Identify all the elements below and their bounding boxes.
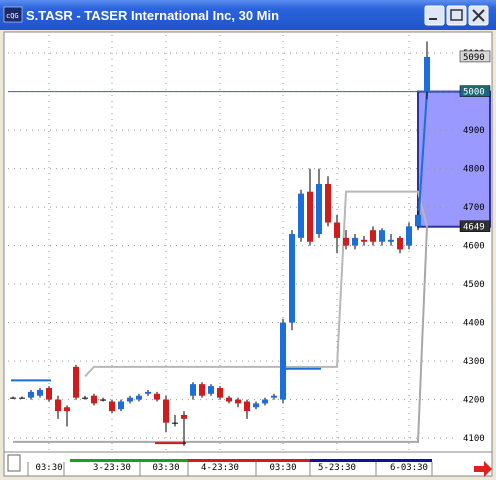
price-zone bbox=[417, 90, 491, 228]
candle-body bbox=[208, 386, 214, 394]
candle-body bbox=[235, 399, 241, 404]
candle-body bbox=[271, 395, 277, 398]
candle-body bbox=[136, 395, 142, 400]
candle-body bbox=[37, 389, 43, 396]
y-tick-label: 4700 bbox=[463, 203, 485, 213]
price-box bbox=[459, 85, 491, 97]
app-icon-glyph: cQG bbox=[6, 12, 19, 20]
candle-body bbox=[19, 397, 25, 399]
candle-body bbox=[64, 407, 70, 412]
x-tick-label: 03:30 bbox=[35, 463, 62, 473]
y-tick-label: 4800 bbox=[463, 165, 485, 175]
candle-body bbox=[109, 401, 115, 412]
candle-body bbox=[253, 403, 259, 408]
y-tick-label: 4500 bbox=[463, 280, 485, 290]
y-tick-label: 4200 bbox=[463, 396, 485, 406]
candle-body bbox=[361, 239, 367, 242]
candle-body bbox=[100, 399, 106, 401]
candle-body bbox=[55, 399, 61, 412]
candle-body bbox=[82, 397, 88, 399]
candle-body bbox=[307, 191, 313, 242]
x-tick-label: 4-23:30 bbox=[201, 463, 239, 473]
candle-body bbox=[46, 388, 52, 400]
candle-body bbox=[145, 391, 151, 394]
candle-body bbox=[28, 391, 34, 398]
x-tick-label: 03:30 bbox=[269, 463, 296, 473]
x-axis-bar bbox=[3, 451, 493, 477]
candle-body bbox=[280, 322, 286, 400]
window-title: S.TASR - TASER International Inc, 30 Min bbox=[26, 8, 279, 23]
candle-body bbox=[406, 226, 412, 246]
candle-body bbox=[379, 230, 385, 242]
x-tick-label: 5-23:30 bbox=[318, 463, 356, 473]
candle-body bbox=[298, 193, 304, 238]
candle-body bbox=[127, 397, 133, 402]
price-box bbox=[459, 220, 491, 232]
overlay-line bbox=[417, 91, 428, 227]
candle-body bbox=[118, 401, 124, 410]
candle-body bbox=[352, 237, 358, 246]
candle-body bbox=[172, 422, 178, 424]
candle-body bbox=[190, 384, 196, 396]
candle-body bbox=[217, 388, 223, 398]
y-tick-label: 4600 bbox=[463, 242, 485, 252]
candle-body bbox=[316, 183, 322, 235]
price-box-label: 4649 bbox=[463, 223, 485, 233]
x-tick-label: 03:30 bbox=[152, 463, 179, 473]
candle-body bbox=[226, 397, 232, 402]
maximize-button[interactable] bbox=[446, 5, 467, 26]
session-strip bbox=[70, 459, 188, 462]
candle-body bbox=[334, 222, 340, 238]
scroll-right-arrow[interactable] bbox=[474, 461, 492, 477]
candle-body bbox=[424, 56, 430, 92]
candle-body bbox=[91, 395, 97, 404]
overlay-line bbox=[13, 226, 428, 443]
x-tick-label: 6-03:30 bbox=[390, 463, 428, 473]
session-strip bbox=[188, 459, 310, 462]
candle-body bbox=[10, 397, 16, 399]
candle-body bbox=[415, 214, 421, 227]
price-box bbox=[459, 50, 491, 63]
price-box-label: 5000 bbox=[463, 88, 485, 98]
scroll-box[interactable] bbox=[7, 454, 21, 472]
x-tick-label: 3-23:30 bbox=[93, 463, 131, 473]
candle-body bbox=[388, 239, 394, 242]
candle-body bbox=[370, 230, 376, 242]
candle-body bbox=[343, 237, 349, 246]
candle-body bbox=[262, 399, 268, 404]
candle-body bbox=[163, 399, 169, 423]
candle-body bbox=[199, 384, 205, 396]
minimize-button[interactable] bbox=[424, 5, 445, 26]
candle-body bbox=[73, 366, 79, 398]
y-tick-label: 4300 bbox=[463, 357, 485, 367]
candle-body bbox=[289, 234, 295, 323]
candle-body bbox=[397, 237, 403, 250]
candle-body bbox=[244, 401, 250, 412]
candle-body bbox=[181, 414, 187, 419]
y-tick-label: 4900 bbox=[463, 126, 485, 136]
candle-body bbox=[154, 393, 160, 400]
overlay-line bbox=[84, 190, 428, 378]
y-tick-label: 4400 bbox=[463, 319, 485, 329]
price-box-label: 5090 bbox=[463, 53, 485, 63]
app-icon bbox=[3, 6, 23, 23]
title-bar bbox=[0, 0, 496, 30]
y-tick-label: 4100 bbox=[463, 434, 485, 444]
candle-body bbox=[325, 183, 331, 223]
session-strip bbox=[310, 459, 432, 462]
close-button[interactable] bbox=[468, 5, 489, 26]
